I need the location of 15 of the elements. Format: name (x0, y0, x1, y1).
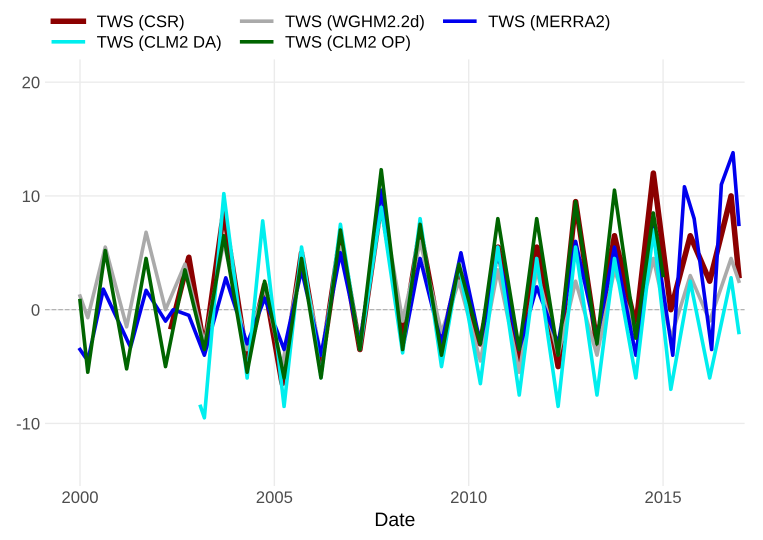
y-tick-label: 20 (22, 76, 40, 88)
y-tick-label: 10 (22, 190, 40, 202)
x-tick-label: 2005 (256, 491, 292, 504)
y-tick-label: -10 (16, 418, 40, 430)
legend-label: TWS (WGHM2.2d) (285, 14, 424, 31)
legend-label: TWS (CSR) (97, 14, 184, 31)
line-series (78, 168, 665, 380)
x-tick-label: 2000 (62, 491, 98, 504)
y-tick-label: 0 (32, 304, 40, 316)
legend-label: TWS (CLM2 DA) (97, 36, 221, 52)
legend-label: TWS (CLM2 OP) (285, 36, 410, 52)
x-tick-label: 2015 (645, 491, 681, 504)
x-axis-title: Date (376, 512, 415, 526)
x-tick-label: 2010 (451, 491, 487, 504)
legend-label: TWS (MERRA2) (488, 14, 610, 31)
